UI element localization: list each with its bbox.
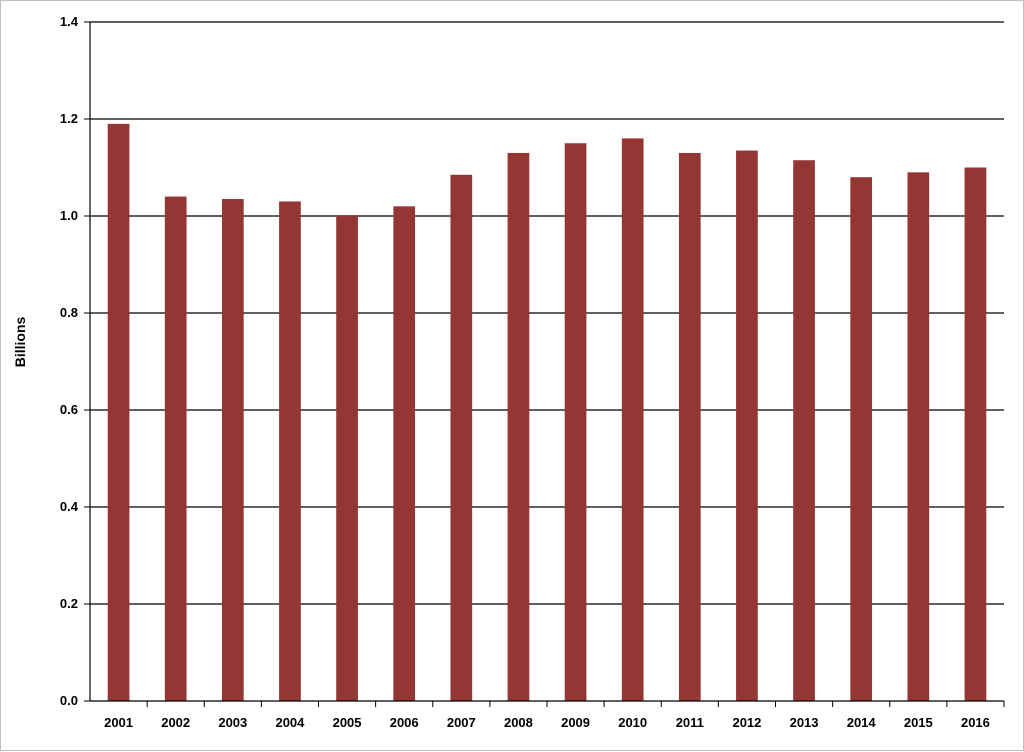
x-tick-label: 2016 <box>961 715 990 730</box>
x-tick-label: 2009 <box>561 715 590 730</box>
bar-2003 <box>221 199 244 701</box>
axes <box>84 21 1005 707</box>
y-tick-label: 1.4 <box>60 14 79 29</box>
x-tick-label: 2010 <box>618 715 647 730</box>
x-tick-label: 2004 <box>275 715 305 730</box>
y-tick-label: 0.6 <box>60 402 78 417</box>
bar-2010 <box>621 138 644 701</box>
bar-2008 <box>507 152 530 701</box>
labels: 0.0 0.2 0.4 0.6 0.8 1.0 1.2 1.4 2001 2002 2003 2004… <box>60 14 990 730</box>
bars <box>107 123 987 702</box>
x-tick-label: 2007 <box>447 715 476 730</box>
x-tick-label: 2001 <box>104 715 133 730</box>
y-tick-label: 0.2 <box>60 596 78 611</box>
bar-2015 <box>907 172 930 702</box>
y-tick-label: 1.0 <box>60 208 78 223</box>
y-axis-title: Billions <box>12 317 28 368</box>
x-tick-label: 2008 <box>504 715 533 730</box>
x-tick-label: 2012 <box>732 715 761 730</box>
bar-2005 <box>336 216 358 701</box>
x-tick-label: 2013 <box>790 715 819 730</box>
bar-2012 <box>736 150 758 701</box>
bar-2002 <box>164 196 187 701</box>
bar-2009 <box>564 143 587 701</box>
y-tick-label: 0.4 <box>60 499 79 514</box>
bar-2007 <box>450 174 473 701</box>
bar-2014 <box>850 177 873 701</box>
y-tick-label: 1.2 <box>60 111 78 126</box>
x-tick-label: 2005 <box>333 715 362 730</box>
bar-2011 <box>678 152 701 701</box>
x-tick-label: 2011 <box>676 715 704 730</box>
y-tick-label: 0.0 <box>60 693 78 708</box>
bar-2016 <box>964 167 987 701</box>
x-tick-label: 2002 <box>161 715 190 730</box>
bar-2013 <box>793 160 815 702</box>
bar-2006 <box>393 206 416 702</box>
x-tick-label: 2014 <box>847 715 877 730</box>
x-tick-label: 2015 <box>904 715 933 730</box>
bar-2001 <box>107 123 130 702</box>
x-tick-label: 2003 <box>218 715 247 730</box>
y-tick-label: 0.8 <box>60 305 78 320</box>
bar-2004 <box>279 201 301 701</box>
x-tick-label: 2006 <box>390 715 419 730</box>
